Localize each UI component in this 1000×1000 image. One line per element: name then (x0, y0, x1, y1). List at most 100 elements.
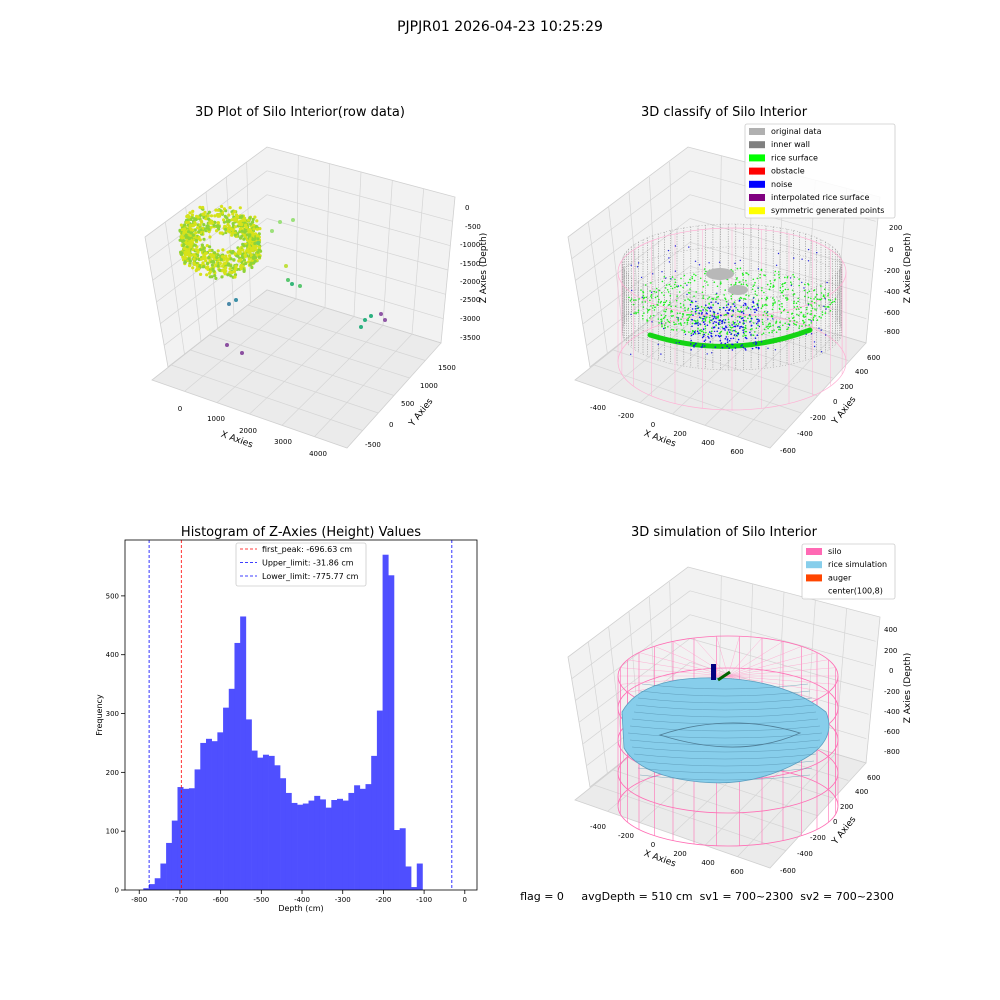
histogram-bar (211, 741, 218, 890)
noise-point (724, 309, 727, 312)
noise-point (775, 264, 778, 266)
noise-point (715, 321, 717, 324)
noise-point (716, 330, 718, 333)
rice-surface-point (754, 281, 756, 284)
rice-surface-point (687, 309, 689, 311)
rice-surface-point (761, 318, 764, 321)
rice-surface-point (788, 317, 790, 320)
rice-surface-point (768, 326, 771, 328)
rice-surface-point (753, 284, 755, 286)
rice-surface-point (749, 328, 752, 331)
noise-point (807, 260, 810, 262)
rice-surface-point (709, 319, 711, 321)
rice-surface-point (795, 308, 798, 311)
rice-surface-contour (658, 722, 802, 748)
noise-point (731, 343, 733, 346)
rice-surface-point (628, 296, 630, 299)
noise-point (732, 337, 735, 340)
noise-point (660, 353, 662, 355)
rice-surface-point (736, 320, 739, 322)
rice-surface-point (649, 317, 651, 319)
raw-point (248, 229, 252, 233)
rice-surface-point (803, 289, 806, 292)
rice-surface-point (719, 281, 722, 283)
noise-point (678, 341, 680, 344)
raw-point (202, 212, 206, 217)
rice-surface-point (658, 298, 660, 301)
rice-surface-point (782, 295, 785, 297)
noise-point (803, 287, 805, 289)
histogram-bar (337, 798, 344, 890)
rice-surface-point (829, 299, 832, 302)
noise-point (729, 331, 731, 334)
rice-surface-point (829, 303, 832, 306)
rice-surface-point (702, 330, 704, 332)
raw-point (215, 213, 219, 217)
rice-surface-point (688, 331, 690, 333)
rice-surface-point (700, 329, 702, 331)
rice-surface-point (667, 326, 669, 328)
y-tick-label: 100 (106, 828, 119, 836)
noise-point (661, 322, 663, 324)
histogram-bar (149, 884, 156, 890)
rice-surface-point (756, 294, 758, 297)
rice-surface-point (676, 316, 678, 319)
noise-point (693, 346, 695, 348)
histogram-bar (388, 575, 395, 890)
rice-surface-point (792, 294, 795, 296)
raw-point (198, 248, 202, 252)
histogram-bar (251, 750, 258, 890)
rice-surface-point (779, 326, 781, 329)
raw-ytick: 500 (401, 400, 414, 408)
raw-point (233, 210, 237, 214)
raw-point (225, 343, 229, 347)
rice-surface-point (715, 298, 717, 301)
silo-roof-rib (727, 675, 829, 693)
legend-label: interpolated rice surface (771, 193, 869, 202)
rice-surface-point (690, 313, 693, 316)
rice-surface-point (689, 278, 691, 281)
rice-surface-point (762, 332, 765, 335)
silo-roof-rib (716, 636, 729, 677)
legend-label: Upper_limit: -31.86 cm (262, 559, 354, 568)
rice-surface-point (687, 317, 689, 320)
noise-point (700, 346, 703, 348)
x-tick-label: -400 (294, 896, 310, 904)
noise-point (739, 259, 741, 262)
noise-point (726, 341, 729, 344)
x-tick-label: -100 (416, 896, 432, 904)
raw-point (219, 209, 223, 213)
raw-point (197, 267, 201, 271)
raw-point (242, 269, 246, 273)
rice-surface-point (642, 291, 645, 294)
rice-surface-point (812, 318, 814, 320)
rice-surface-point (713, 312, 715, 315)
rice-surface-point (737, 315, 739, 318)
rice-surface-point (816, 298, 819, 301)
rice-surface-point (762, 314, 765, 316)
histogram-bar (228, 688, 235, 890)
noise-point (663, 327, 665, 330)
rice-surface-point (742, 335, 744, 337)
rice-surface-point (734, 283, 737, 286)
histogram-bar (416, 863, 423, 890)
rice-surface-point (674, 305, 677, 308)
rice-surface-point (748, 295, 750, 297)
rice-surface-point (732, 321, 734, 323)
rice-surface-point (742, 310, 745, 312)
noise-point (694, 322, 696, 325)
raw-point (194, 268, 198, 273)
rice-surface-point (644, 284, 647, 286)
rice-surface-point (787, 288, 789, 291)
raw-point (206, 265, 210, 269)
rice-surface-point (680, 324, 683, 326)
noise-point (719, 339, 722, 342)
histogram-bar (240, 616, 247, 890)
rice-surface-point (702, 297, 704, 299)
raw-xtick: 2000 (239, 427, 257, 435)
rice-surface-point (725, 300, 728, 303)
rice-surface-point (695, 274, 697, 277)
simulation-ytick: -200 (810, 834, 826, 842)
noise-point (707, 335, 709, 338)
